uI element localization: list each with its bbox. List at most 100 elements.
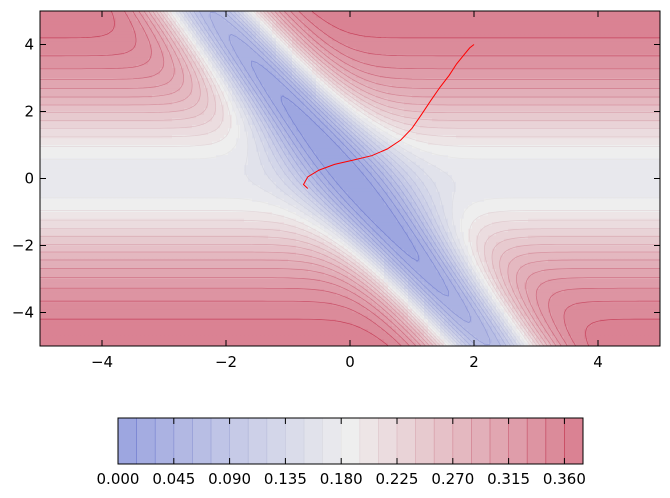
contour-cell [404, 64, 409, 69]
contour-cell [616, 27, 621, 32]
contour-cell [436, 21, 441, 25]
contour-cell [84, 47, 89, 52]
contour-cell [648, 54, 653, 59]
contour-cell [296, 44, 301, 49]
contour-cell [636, 47, 641, 52]
contour-cell [444, 21, 449, 25]
contour-cell [560, 14, 565, 19]
contour-cell [468, 31, 473, 36]
contour-cell [344, 17, 349, 22]
contour-cell [536, 27, 541, 32]
contour-cell [388, 31, 393, 36]
contour-cell [640, 51, 645, 56]
contour-cell [408, 54, 413, 59]
contour-cell [116, 34, 121, 39]
contour-cell [240, 31, 245, 36]
contour-cell [152, 57, 157, 62]
contour-cell [420, 41, 425, 46]
contour-cell [480, 44, 485, 49]
contour-cell [160, 61, 165, 66]
contour-cell [648, 44, 653, 49]
contour-cell [552, 64, 557, 69]
contour-cell [524, 24, 529, 29]
contour-cell [516, 64, 521, 69]
contour-cell [40, 21, 45, 25]
contour-cell [580, 17, 585, 22]
contour-cell [116, 67, 121, 72]
contour-cell [104, 27, 109, 32]
contour-cell [560, 67, 565, 72]
contour-cell [576, 67, 581, 72]
contour-cell [72, 64, 77, 69]
contour-cell [212, 37, 217, 42]
contour-cell [636, 24, 641, 29]
contour-cell [152, 21, 157, 25]
contour-cell [436, 27, 441, 32]
contour-cell [248, 31, 253, 36]
contour-cell [344, 27, 349, 32]
contour-cell [348, 44, 353, 49]
contour-cell [320, 24, 325, 29]
contour-cell [584, 54, 589, 59]
contour-cell [540, 37, 545, 42]
contour-cell [120, 24, 125, 29]
contour-cell [528, 57, 533, 62]
contour-cell [432, 17, 437, 22]
contour-cell [524, 57, 529, 62]
contour-cell [512, 64, 517, 69]
contour-cell [592, 61, 597, 66]
contour-cell [372, 41, 377, 46]
contour-cell [252, 21, 257, 25]
contour-cell [172, 57, 177, 62]
contour-cell [388, 14, 393, 19]
contour-cell [588, 64, 593, 69]
contour-cell [48, 27, 53, 32]
contour-cell [612, 24, 617, 29]
contour-cell [460, 41, 465, 46]
contour-cell [488, 34, 493, 39]
contour-cell [484, 67, 489, 72]
contour-cell [644, 11, 649, 15]
contour-cell [68, 41, 73, 46]
contour-cell [532, 54, 537, 59]
contour-cell [492, 24, 497, 29]
contour-cell [140, 44, 145, 49]
contour-cell [308, 54, 313, 59]
contour-cell [152, 37, 157, 42]
contour-cell [260, 54, 265, 59]
contour-cell [304, 54, 309, 59]
contour-cell [276, 67, 281, 72]
contour-cell [64, 54, 69, 59]
contour-cell [460, 21, 465, 25]
contour-cell [648, 51, 653, 56]
contour-cell [648, 41, 653, 46]
contour-cell [348, 51, 353, 56]
contour-cell [516, 24, 521, 29]
contour-cell [120, 54, 125, 59]
contour-cell [44, 67, 49, 72]
contour-cell [68, 44, 73, 49]
contour-cell [488, 51, 493, 56]
contour-cell [76, 61, 81, 66]
contour-cell [312, 54, 317, 59]
contour-cell [580, 64, 585, 69]
contour-cell [452, 24, 457, 29]
contour-cell [624, 24, 629, 29]
contour-cell [148, 27, 153, 32]
contour-cell [460, 17, 465, 22]
contour-cell [600, 54, 605, 59]
contour-cell [112, 31, 117, 36]
contour-cell [316, 11, 321, 15]
contour-cell [200, 24, 205, 29]
contour-cell [136, 27, 141, 32]
contour-cell [512, 17, 517, 22]
contour-cell [372, 11, 377, 15]
contour-cell [552, 51, 557, 56]
contour-cell [444, 51, 449, 56]
contour-cell [512, 14, 517, 19]
contour-cell [412, 57, 417, 62]
contour-cell [160, 27, 165, 32]
contour-cell [124, 51, 129, 56]
contour-cell [172, 47, 177, 52]
contour-cell [144, 11, 149, 15]
